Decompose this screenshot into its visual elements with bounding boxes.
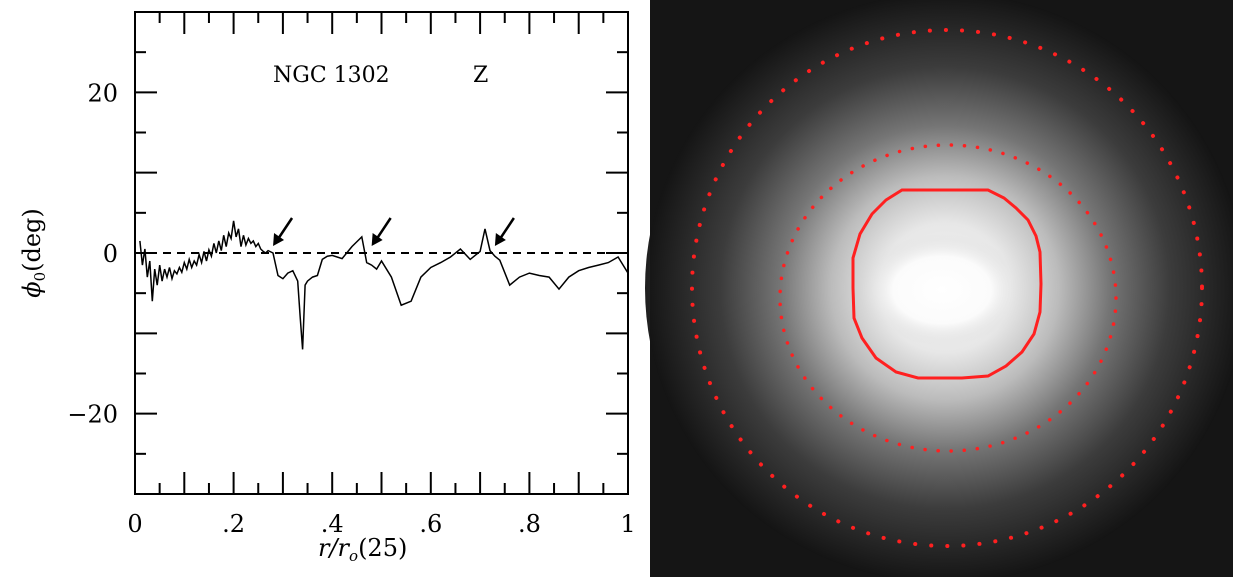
arrow-head [494,233,506,246]
x-tick-label: .4 [321,510,344,538]
arrow-head [273,233,285,246]
arrow-head [371,233,383,246]
inner-dotted-ellipse [778,143,1118,453]
x-tick-label: .6 [419,510,442,538]
x-tick-labels: 0 .2 .4 .6 .8 1 [127,510,635,538]
arrow-markers [273,217,515,246]
x-tick-label: .8 [518,510,541,538]
x-tick-label: 1 [620,510,635,538]
phase-angle-plot: 0 .2 .4 .6 .8 1 20 0 −20 NGC 1302 Z r/ro(25) ϕ0… [18,11,636,565]
y-axis-label: ϕ0(deg) [18,208,49,298]
galaxy-image-panel [645,0,1233,577]
x-minor-ticks [134,12,629,494]
band-label: Z [473,63,488,88]
y-tick-label: −20 [67,401,118,429]
galaxy-core [860,234,1024,346]
x-tick-label: 0 [127,510,142,538]
y-tick-label: 0 [103,240,118,268]
x-tick-label: .2 [222,510,245,538]
y-tick-labels: 20 0 −20 [67,79,118,428]
x-axis-label: r/ro(25) [318,534,407,565]
plot-title: NGC 1302 [273,63,390,88]
solid-isophote-contour [851,188,1043,380]
outer-dotted-ellipse [690,28,1204,548]
y-tick-label: 20 [87,79,118,107]
phase-angle-series-line [139,220,628,350]
